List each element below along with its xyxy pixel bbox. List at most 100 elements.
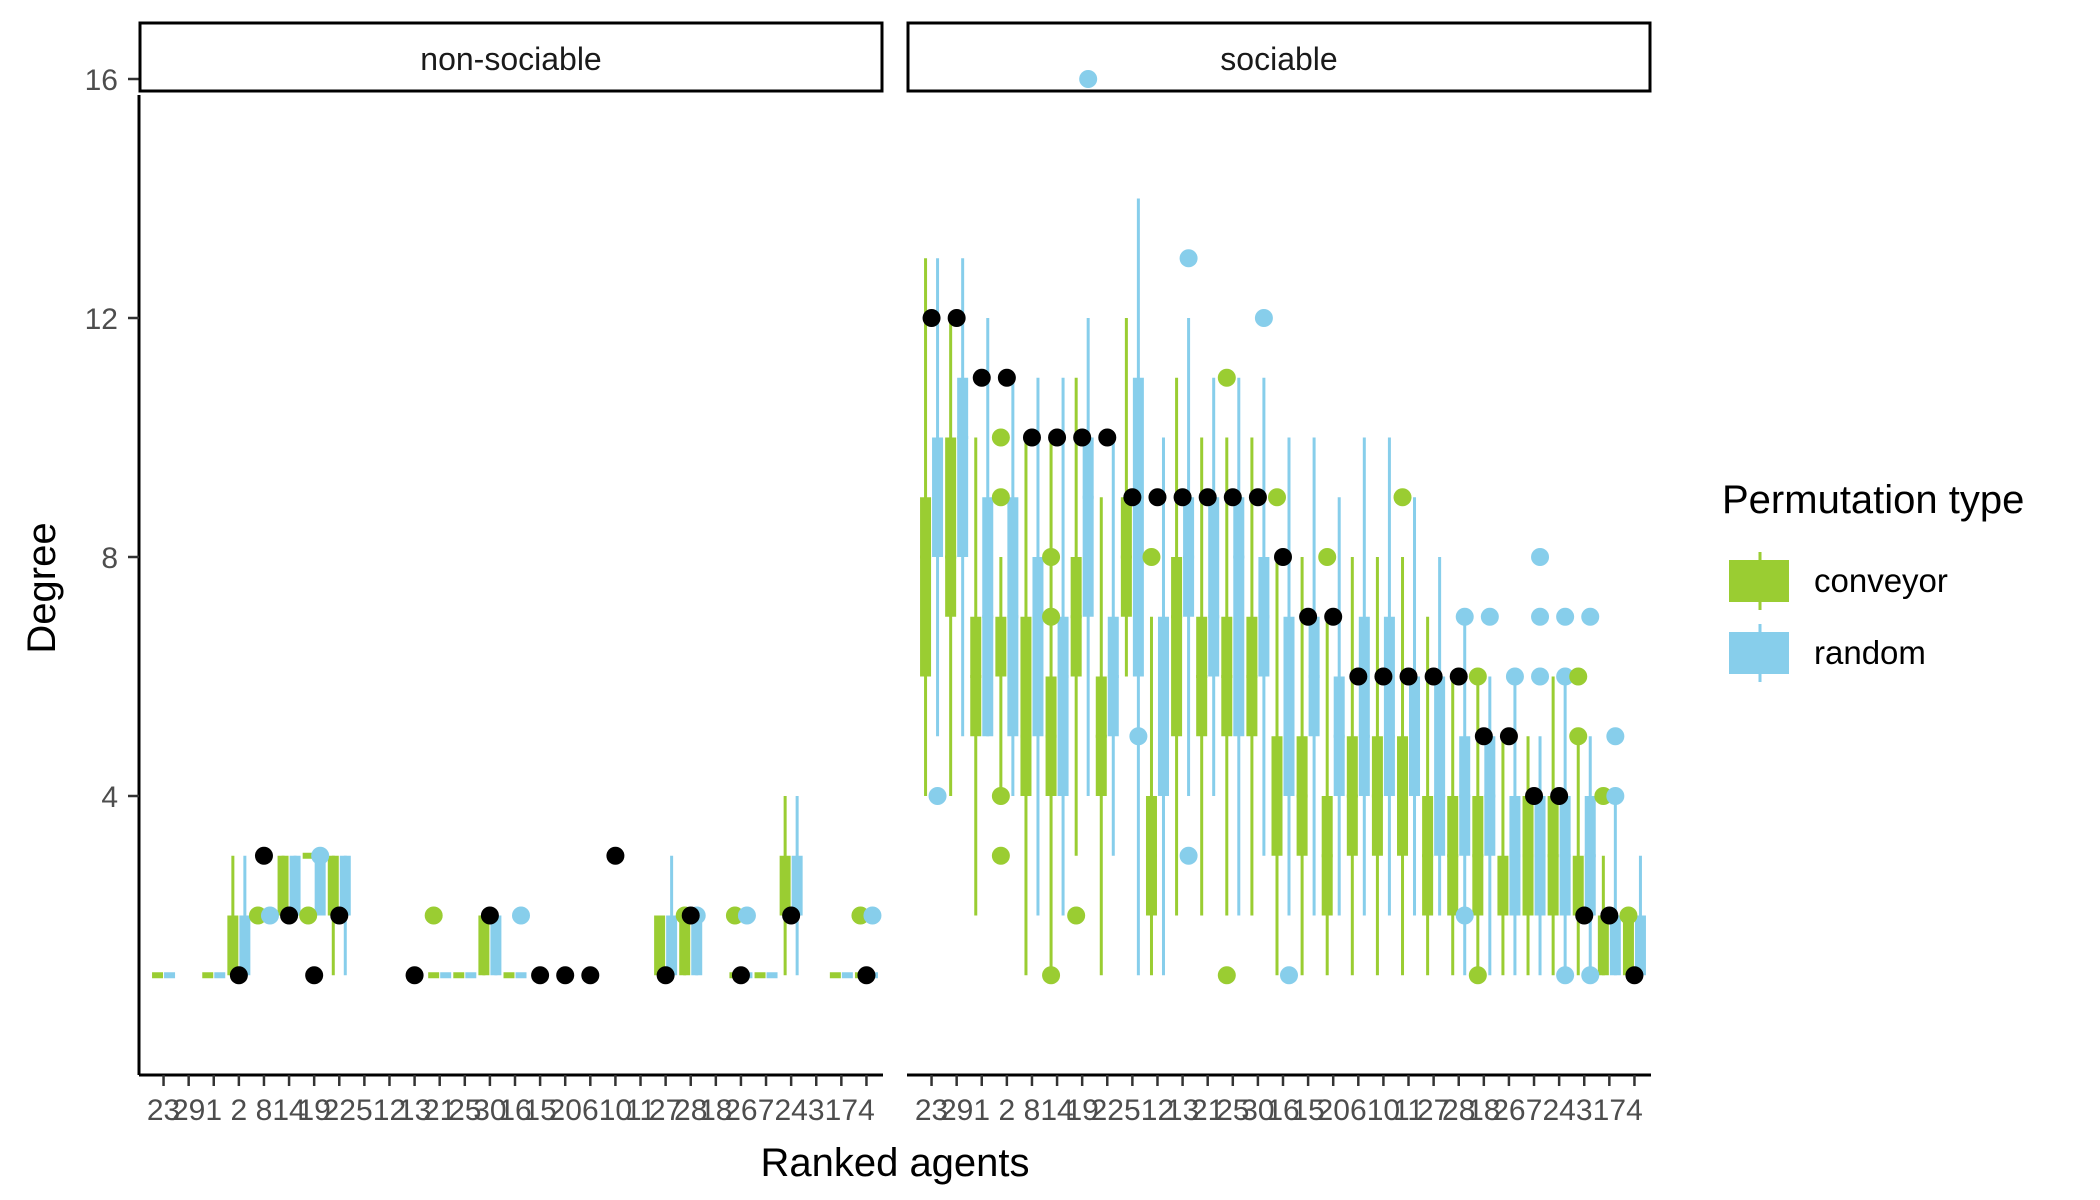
outlier-point-conveyor: [424, 906, 443, 925]
outlier-point-random: [1556, 667, 1575, 686]
box-conveyor: [227, 915, 239, 976]
outlier-point-random: [1079, 70, 1098, 88]
observed-point: [1324, 607, 1343, 626]
outlier-point-conveyor: [991, 787, 1010, 805]
facet-strip-label: non-sociable: [420, 41, 601, 77]
box-random: [239, 915, 251, 976]
x-tick-label: 30: [1241, 1094, 1274, 1127]
box-random: [666, 915, 678, 976]
observed-point: [1349, 667, 1368, 686]
x-tick-label: 17: [1593, 1094, 1626, 1127]
x-tick-label: 22: [323, 1094, 356, 1127]
outlier-point-random: [1581, 607, 1600, 626]
observed-point: [1274, 548, 1292, 566]
observed-point: [330, 906, 349, 925]
observed-point: [1449, 667, 1468, 686]
box-random: [465, 972, 477, 979]
box-random: [214, 972, 226, 979]
x-tick-label: 19: [1065, 1094, 1098, 1127]
x-tick-label: 4: [858, 1094, 875, 1127]
legend-label-conveyor: conveyor: [1814, 562, 1948, 599]
x-tick-label: 2: [231, 1094, 248, 1127]
box-random: [490, 915, 502, 976]
y-axis-title: Degree: [20, 522, 64, 653]
box-random: [957, 377, 969, 557]
box-conveyor: [327, 855, 339, 916]
y-tick-label: 8: [101, 542, 118, 575]
outlier-point-random: [512, 906, 530, 925]
box-conveyor: [478, 915, 490, 976]
outlier-point-random: [1606, 787, 1625, 805]
observed-point: [1022, 428, 1041, 447]
x-tick-label: 10: [1367, 1094, 1400, 1127]
observed-point: [1123, 488, 1142, 507]
observed-point: [305, 966, 324, 985]
outlier-point-random: [1505, 667, 1524, 686]
x-tick-label: 7: [758, 1094, 775, 1127]
outlier-point-conveyor: [1217, 368, 1236, 387]
box-random: [791, 855, 803, 916]
observed-point: [656, 966, 675, 985]
box-random: [691, 915, 703, 976]
observed-point: [1173, 488, 1192, 507]
box-random: [1082, 437, 1094, 617]
observed-point: [1499, 727, 1518, 746]
outlier-point-conveyor: [1619, 906, 1638, 925]
observed-point: [1299, 607, 1318, 626]
x-tick-label: 16: [1266, 1094, 1299, 1127]
outlier-point-random: [1179, 846, 1198, 865]
x-tick-label: 23: [915, 1094, 948, 1127]
observed-point: [731, 966, 750, 985]
box-conveyor: [754, 972, 766, 979]
box-random: [1283, 616, 1295, 796]
x-tick-label: 4: [1626, 1094, 1643, 1127]
box-conveyor: [503, 972, 515, 979]
y-tick-label: 4: [101, 781, 118, 814]
outlier-point-random: [1606, 727, 1625, 746]
box-conveyor: [920, 497, 932, 677]
x-tick-label: 27: [649, 1094, 682, 1127]
box-random: [289, 855, 301, 916]
box-conveyor: [654, 915, 666, 976]
observed-point: [1575, 906, 1594, 925]
box-random: [440, 972, 452, 979]
x-tick-label: 1: [973, 1094, 990, 1127]
observed-point: [480, 906, 499, 925]
x-tick-label: 7: [1526, 1094, 1543, 1127]
box-conveyor: [1572, 855, 1584, 916]
x-tick-label: 14: [272, 1094, 305, 1127]
x-tick-label: 14: [1040, 1094, 1073, 1127]
observed-point: [556, 966, 575, 985]
box-random: [164, 972, 176, 979]
x-tick-label: 5: [1124, 1094, 1141, 1127]
x-tick-label: 25: [1216, 1094, 1249, 1127]
facet-strip: [138, 21, 884, 93]
observed-point: [1048, 428, 1067, 447]
outlier-point-conveyor: [1468, 966, 1487, 985]
x-tick-label: 27: [1417, 1094, 1450, 1127]
box-random: [932, 437, 944, 557]
x-tick-label: 18: [699, 1094, 732, 1127]
observed-point: [1550, 787, 1569, 805]
x-tick-label: 6: [1350, 1094, 1367, 1127]
observed-point: [405, 966, 424, 985]
outlier-point-random: [260, 906, 279, 925]
box-conveyor: [152, 972, 164, 979]
x-tick-label: 11: [1393, 1094, 1424, 1127]
outlier-point-conveyor: [1042, 607, 1061, 626]
box-random: [1434, 676, 1446, 856]
outlier-point-conveyor: [1142, 548, 1161, 566]
observed-point: [922, 309, 941, 327]
box-random: [1132, 377, 1144, 677]
outlier-point-conveyor: [1268, 488, 1286, 507]
box-conveyor: [302, 852, 314, 859]
outlier-point-conveyor: [299, 906, 318, 925]
x-tick-label: 13: [1166, 1094, 1199, 1127]
outlier-point-random: [1531, 667, 1550, 686]
observed-point: [1098, 428, 1117, 447]
box-random: [1609, 915, 1621, 976]
facet-strip: [906, 21, 1652, 93]
outlier-point-conveyor: [991, 846, 1010, 865]
x-tick-label: 3: [808, 1094, 825, 1127]
